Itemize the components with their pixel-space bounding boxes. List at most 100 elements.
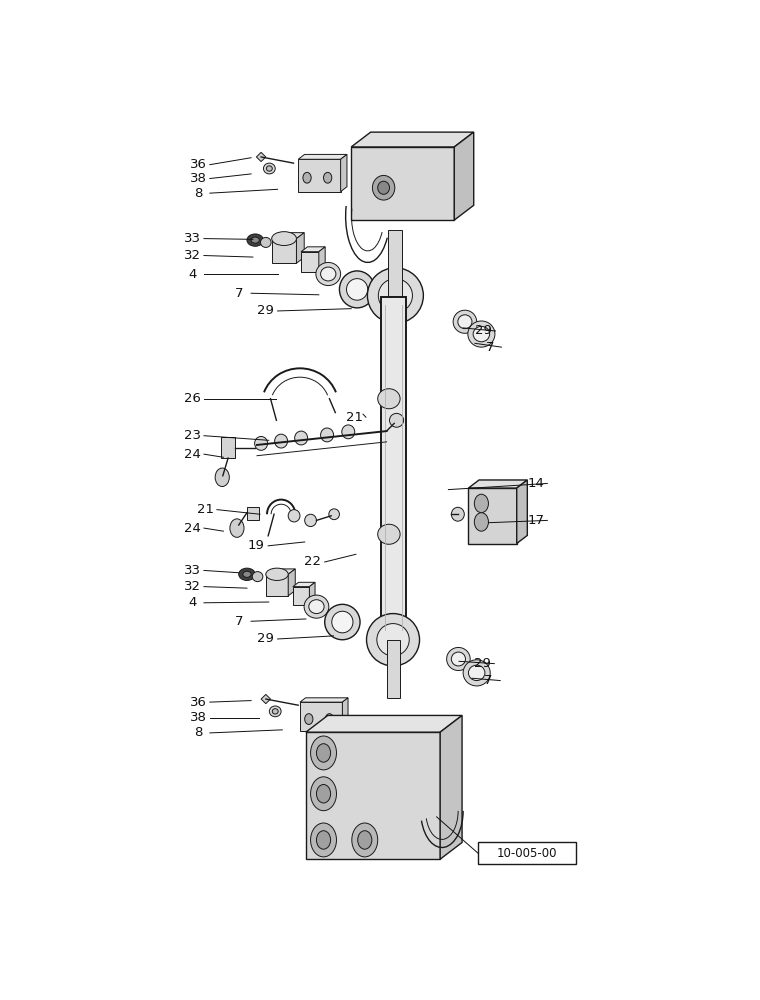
Text: 24: 24: [184, 448, 201, 461]
Text: 22: 22: [305, 555, 321, 568]
Bar: [388, 230, 403, 296]
Polygon shape: [293, 587, 309, 605]
Text: 7: 7: [484, 674, 492, 687]
Ellipse shape: [267, 166, 272, 171]
Ellipse shape: [347, 279, 368, 300]
Polygon shape: [272, 239, 296, 263]
Circle shape: [215, 468, 230, 487]
Polygon shape: [221, 437, 235, 458]
Polygon shape: [301, 252, 319, 272]
Ellipse shape: [295, 431, 308, 445]
Circle shape: [311, 777, 337, 811]
Ellipse shape: [321, 267, 336, 281]
Ellipse shape: [372, 175, 394, 200]
Polygon shape: [293, 582, 315, 587]
Ellipse shape: [329, 509, 340, 520]
Polygon shape: [296, 233, 304, 263]
Circle shape: [474, 494, 489, 513]
Text: 29: 29: [474, 657, 491, 670]
Polygon shape: [298, 154, 347, 159]
Ellipse shape: [269, 706, 281, 717]
Ellipse shape: [264, 163, 275, 174]
Text: 14: 14: [527, 477, 544, 490]
Ellipse shape: [468, 665, 485, 681]
Ellipse shape: [247, 234, 264, 246]
Circle shape: [324, 172, 332, 183]
Text: 38: 38: [190, 711, 207, 724]
Ellipse shape: [325, 604, 360, 640]
Text: 4: 4: [188, 596, 196, 609]
Polygon shape: [306, 732, 440, 859]
Ellipse shape: [451, 507, 464, 521]
Text: 8: 8: [194, 187, 202, 200]
Polygon shape: [266, 574, 288, 596]
Ellipse shape: [272, 232, 296, 246]
Text: 19: 19: [248, 539, 264, 552]
Text: 10-005-00: 10-005-00: [496, 847, 557, 860]
Text: 29: 29: [475, 324, 492, 337]
Polygon shape: [256, 152, 266, 162]
Ellipse shape: [266, 568, 288, 580]
Ellipse shape: [458, 315, 472, 329]
Ellipse shape: [288, 510, 300, 522]
Circle shape: [230, 519, 244, 537]
Polygon shape: [272, 233, 304, 239]
Polygon shape: [342, 698, 348, 731]
Ellipse shape: [332, 611, 353, 633]
Ellipse shape: [305, 514, 316, 527]
Polygon shape: [300, 702, 342, 731]
Ellipse shape: [473, 326, 489, 342]
Ellipse shape: [255, 436, 268, 450]
Ellipse shape: [453, 310, 477, 333]
Polygon shape: [309, 582, 315, 605]
Ellipse shape: [378, 389, 400, 409]
Circle shape: [325, 714, 334, 724]
Text: 29: 29: [258, 632, 274, 645]
Ellipse shape: [377, 624, 409, 656]
Circle shape: [303, 172, 311, 183]
Text: 7: 7: [235, 287, 243, 300]
Circle shape: [311, 823, 337, 857]
Text: 21: 21: [346, 411, 363, 424]
Text: 24: 24: [184, 522, 201, 535]
Text: 29: 29: [258, 304, 274, 317]
Circle shape: [305, 714, 313, 724]
Polygon shape: [319, 247, 325, 272]
Bar: [478, 842, 575, 864]
Text: 32: 32: [184, 249, 201, 262]
Polygon shape: [288, 569, 295, 596]
Ellipse shape: [468, 321, 495, 347]
Text: 36: 36: [190, 696, 207, 709]
Bar: [387, 640, 400, 698]
Ellipse shape: [378, 279, 413, 312]
Polygon shape: [247, 507, 258, 520]
Ellipse shape: [252, 572, 263, 582]
Polygon shape: [351, 147, 454, 220]
Text: 33: 33: [184, 564, 201, 577]
Ellipse shape: [239, 568, 255, 580]
Polygon shape: [261, 694, 271, 704]
Polygon shape: [351, 132, 473, 147]
Bar: [382, 297, 406, 637]
Ellipse shape: [316, 262, 340, 286]
Ellipse shape: [261, 237, 271, 247]
Circle shape: [316, 744, 331, 762]
Text: 23: 23: [184, 429, 201, 442]
Text: 32: 32: [184, 580, 201, 593]
Ellipse shape: [378, 524, 400, 544]
Polygon shape: [298, 159, 340, 192]
Text: 8: 8: [194, 726, 202, 739]
Polygon shape: [340, 154, 347, 192]
Ellipse shape: [272, 709, 278, 714]
Polygon shape: [468, 488, 517, 544]
Polygon shape: [301, 247, 325, 252]
Ellipse shape: [274, 434, 287, 448]
Ellipse shape: [451, 652, 465, 666]
Polygon shape: [454, 132, 473, 220]
Polygon shape: [300, 698, 348, 702]
Ellipse shape: [309, 600, 324, 614]
Ellipse shape: [367, 268, 423, 323]
Text: 7: 7: [235, 615, 243, 628]
Ellipse shape: [389, 413, 404, 427]
Polygon shape: [306, 715, 462, 732]
